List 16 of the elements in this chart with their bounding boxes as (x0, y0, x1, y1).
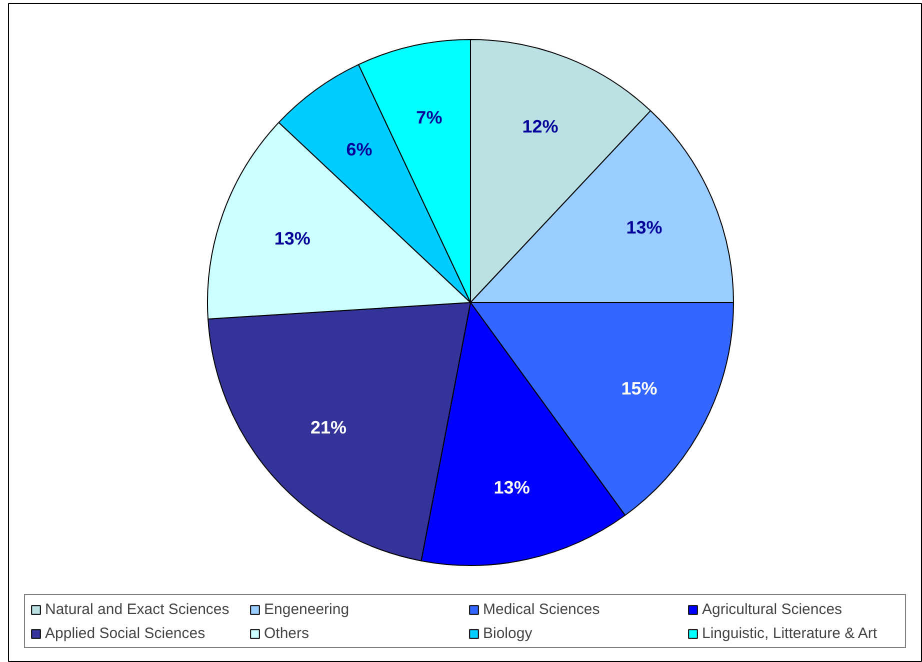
legend-label: Engeneering (264, 600, 350, 618)
data-label: 6% (346, 139, 372, 160)
data-label: 15% (621, 378, 658, 398)
data-label: 13% (274, 228, 310, 248)
legend-label: Agricultural Sciences (702, 600, 844, 618)
data-label: 7% (416, 108, 442, 128)
legend-label: Medical Sciences (483, 600, 601, 618)
legend-label: Others (264, 624, 310, 642)
legend-label: Biology (483, 624, 534, 642)
data-label: 21% (310, 418, 346, 438)
data-label: 13% (494, 477, 530, 498)
legend-label: Applied Social Sciences (45, 624, 206, 642)
data-label: 13% (626, 217, 662, 238)
data-label: 12% (522, 116, 558, 136)
legend-label: Linguistic, Litterature & Art (702, 624, 878, 642)
legend-label: Natural and Exact Sciences (45, 600, 230, 618)
